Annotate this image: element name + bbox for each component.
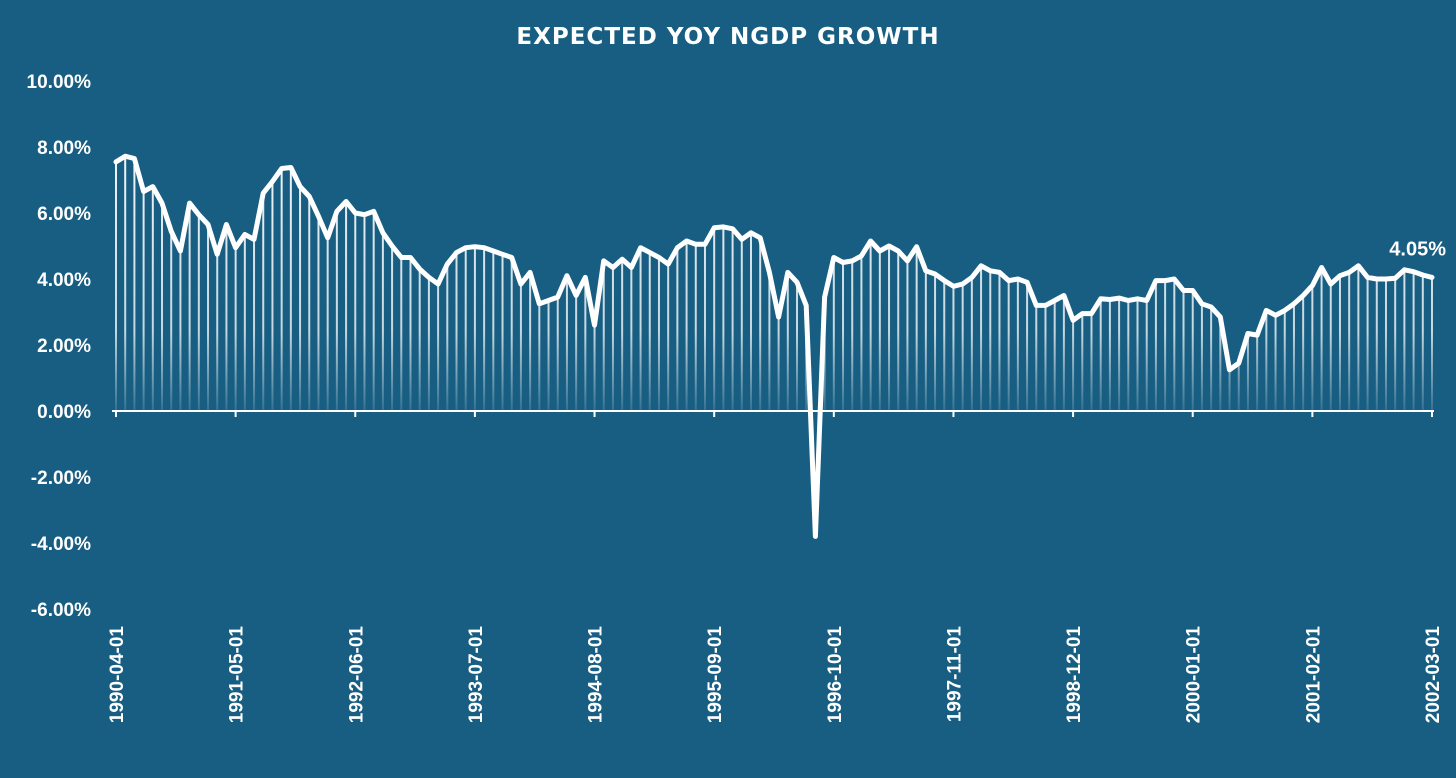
- y-axis-tick-labels: 10.00% 8.00% 6.00% 4.00% 2.00% 0.00% -2.00% -4.…: [27, 72, 92, 621]
- x-tick-label: 1996-10-01: [825, 626, 846, 724]
- x-axis-tick-marks: [115, 411, 1433, 417]
- data-labels: 4.05%: [1389, 238, 1446, 260]
- chart-title: EXPECTED YOY NGDP GROWTH: [516, 24, 939, 50]
- x-tick-label: 2000-01-01: [1184, 626, 1205, 724]
- y-tick-label: 0.00%: [37, 402, 91, 423]
- x-tick-label: 2002-03-01: [1423, 626, 1444, 724]
- series-line: [113, 153, 1435, 539]
- y-tick-label: -2.00%: [31, 468, 91, 489]
- y-tick-label: 4.00%: [37, 270, 91, 291]
- value-bars: [115, 156, 1433, 411]
- y-tick-label: -6.00%: [31, 600, 91, 621]
- y-tick-label: 6.00%: [37, 204, 91, 225]
- x-tick-label: 1997-11-01: [944, 626, 965, 723]
- y-tick-label: 2.00%: [37, 336, 91, 357]
- last-value-label: 4.05%: [1389, 238, 1446, 260]
- x-tick-label: 2001-02-01: [1303, 626, 1324, 724]
- y-tick-label: 8.00%: [37, 138, 91, 159]
- x-tick-label: 1993-07-01: [466, 626, 487, 724]
- x-tick-label: 1995-09-01: [705, 626, 726, 724]
- x-tick-label: 1991-05-01: [227, 626, 248, 724]
- x-tick-label: 1992-06-01: [346, 626, 367, 724]
- y-tick-label: 10.00%: [27, 72, 92, 93]
- x-tick-label: 1994-08-01: [586, 626, 607, 724]
- y-tick-label: -4.00%: [31, 534, 91, 555]
- x-tick-label: 1990-04-01: [107, 626, 128, 724]
- x-axis-tick-labels: 1990-04-01 1991-05-01 1992-06-01 1993-07-01…: [107, 626, 1444, 724]
- x-tick-label: 1998-12-01: [1064, 626, 1085, 724]
